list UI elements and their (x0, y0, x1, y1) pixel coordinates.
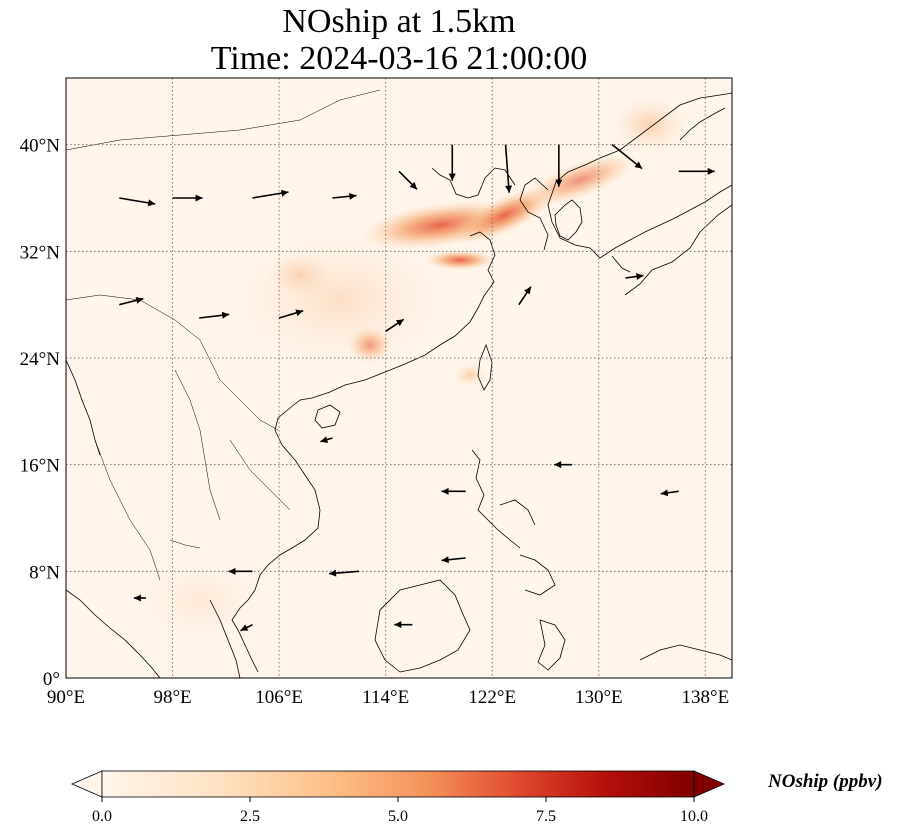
lon-tick-label: 138°E (682, 687, 730, 708)
colorbar-extend-max (693, 770, 726, 798)
colorbar-tick-label: 7.5 (536, 808, 556, 825)
wind-arrow (441, 487, 466, 495)
wind-arrow (441, 556, 466, 564)
map-frame (65, 77, 733, 679)
wind-arrow (385, 318, 405, 332)
wind-arrow (252, 189, 289, 199)
colorbar-tick-label: 0.0 (92, 808, 112, 825)
wind-arrow (240, 623, 253, 632)
wind-arrow (119, 197, 156, 207)
colorbar-tick-label: 5.0 (388, 808, 408, 825)
wind-arrow (278, 309, 304, 319)
wind-arrow (332, 192, 357, 200)
wind-arrow (398, 170, 418, 190)
wind-arrow (504, 144, 513, 193)
lon-tick-label: 90°E (47, 687, 85, 708)
wind-arrow (625, 273, 644, 280)
wind-vectors (119, 144, 715, 632)
colorbar-tick-label: 10.0 (680, 808, 708, 825)
wind-arrow (328, 569, 360, 577)
wind-arrow (394, 621, 413, 629)
lat-tick-label: 32°N (20, 242, 61, 263)
concentration-field (140, 95, 690, 640)
lat-tick-label: 16°N (20, 456, 61, 477)
colorbar-label: NOship (ppbv) (768, 771, 883, 792)
wind-arrow (199, 311, 230, 319)
map-title-line2: Time: 2024-03-16 21:00:00 (210, 40, 588, 77)
wind-arrow (448, 144, 456, 181)
wind-arrow (320, 436, 333, 443)
wind-arrow (660, 489, 679, 497)
wind-arrow (133, 594, 146, 602)
map-title-line1: NOship at 1.5km (282, 3, 516, 40)
wind-arrow (228, 567, 253, 575)
wind-arrow (555, 144, 563, 187)
wind-arrow (518, 286, 532, 306)
wind-arrow (678, 167, 715, 175)
wind-arrow (554, 461, 573, 469)
wind-arrow (172, 194, 203, 202)
lon-tick-label: 98°E (153, 687, 191, 708)
gridlines (66, 78, 732, 678)
lon-tick-label: 114°E (362, 687, 409, 708)
coastlines (66, 89, 732, 678)
lat-tick-label: 8°N (29, 562, 60, 583)
wind-arrow (119, 296, 144, 306)
lat-tick-label: 0° (43, 669, 60, 690)
colorbar-tick-label: 2.5 (240, 808, 260, 825)
colorbar-gradient (101, 770, 695, 798)
lon-tick-label: 122°E (468, 687, 516, 708)
colorbar-extend-min (70, 770, 103, 798)
lon-tick-label: 106°E (255, 687, 303, 708)
longitude-labels: 90°E 98°E 106°E 114°E 122°E 130°E 138°E (47, 687, 729, 708)
lat-tick-label: 40°N (20, 136, 61, 157)
latitude-labels: 0° 8°N 16°N 24°N 32°N 40°N (20, 136, 61, 690)
lat-tick-label: 24°N (20, 349, 61, 370)
lon-tick-label: 130°E (575, 687, 623, 708)
wind-arrow (611, 144, 643, 170)
colorbar: 0.0 2.5 5.0 7.5 10.0 (70, 770, 726, 825)
